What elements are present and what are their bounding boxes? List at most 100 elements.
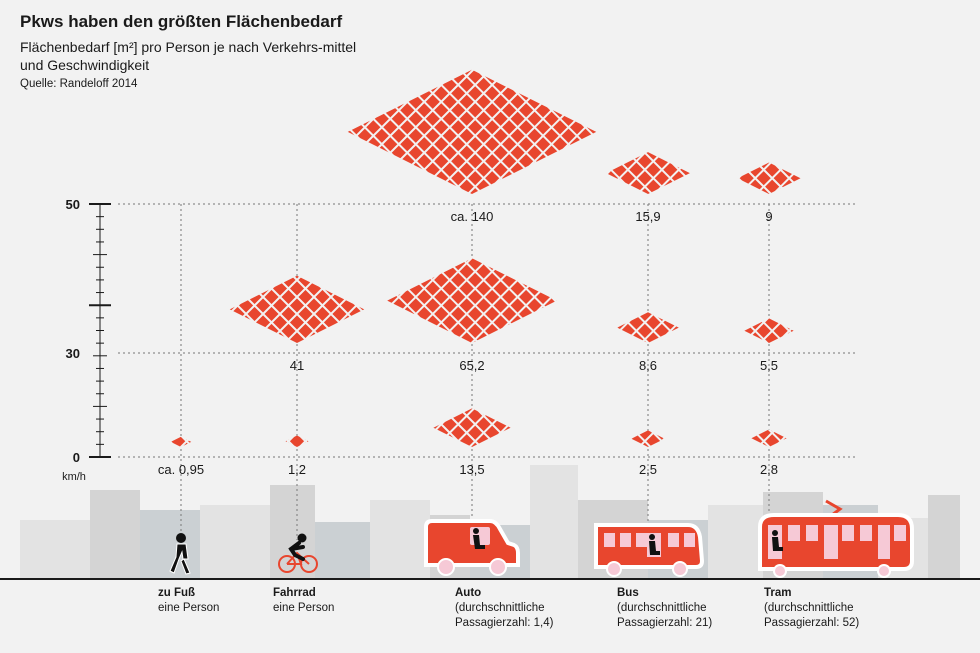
y-tick-label: 0 [73, 450, 80, 465]
tram-window [860, 525, 872, 541]
skyline-building [370, 500, 430, 580]
tram-window [878, 525, 890, 559]
tram-window [806, 525, 818, 541]
area-mark: ca. 0,95 [158, 436, 204, 477]
mode-label: zu Fuß [158, 587, 195, 599]
mode-sublabel: Passagierzahl: 1,4) [455, 617, 554, 629]
value-label: 5,5 [760, 358, 778, 373]
passenger-head [772, 530, 778, 536]
bus-wheel [672, 561, 688, 577]
area-diamond [229, 275, 365, 343]
car-window [470, 527, 490, 545]
area-mark: 8,6 [617, 312, 679, 373]
chart-grid [118, 203, 858, 540]
value-label: 65,2 [459, 358, 484, 373]
area-diamond [433, 408, 511, 447]
area-diamond [617, 312, 679, 343]
mode-sublabel: (durchschnittliche [455, 602, 544, 614]
area-diamond [170, 436, 192, 447]
y-tick-label: 30 [66, 346, 80, 361]
tram-wheel [773, 564, 787, 578]
tram-window [824, 525, 838, 559]
cyclist-body [288, 541, 305, 561]
bus-wheel [606, 561, 622, 577]
value-label: 8,6 [639, 358, 657, 373]
mode-label: Fahrrad [273, 587, 316, 599]
value-label: 15,9 [635, 209, 660, 224]
skyline-building [20, 520, 90, 580]
area-diamond [285, 435, 309, 447]
skyline-building [270, 485, 315, 580]
area-mark: 1,2 [285, 435, 309, 477]
value-label: 2,5 [639, 462, 657, 477]
value-label: 2,8 [760, 462, 778, 477]
tram-wheel [877, 564, 891, 578]
car-icon [424, 519, 520, 576]
mode-label: Tram [764, 587, 792, 599]
mode-sublabel: Passagierzahl: 21) [617, 617, 712, 629]
y-tick-label: 50 [66, 197, 80, 212]
area-mark: 9 [737, 162, 801, 224]
skyline-building [708, 505, 763, 580]
skyline-building [140, 510, 200, 580]
area-diamond [751, 429, 787, 447]
car-wheel [437, 558, 455, 576]
skyline-building [200, 505, 270, 580]
area-mark: 5,5 [744, 318, 794, 373]
skyline-building [315, 522, 370, 580]
passenger-body [649, 541, 660, 555]
tram-window [842, 525, 854, 541]
area-mark: 13,5 [433, 408, 511, 477]
area-diamond [347, 69, 597, 194]
pedestrian-icon [169, 533, 191, 575]
skyline-building [530, 465, 578, 580]
bicycle-icon [278, 533, 318, 573]
passenger-head [649, 534, 655, 540]
mode-sublabel: eine Person [158, 602, 219, 614]
pedestrian-body [169, 543, 191, 575]
tram-window [788, 525, 800, 541]
area-diamond [387, 258, 557, 343]
bus-window [636, 533, 647, 547]
y-axis-unit: km/h [62, 471, 86, 483]
driver-body [473, 535, 485, 549]
value-label: ca. 0,95 [158, 462, 204, 477]
mode-label: Auto [455, 587, 481, 599]
ground-line [0, 578, 980, 580]
vehicle-icons [169, 499, 914, 578]
area-mark: 2,5 [631, 430, 665, 477]
area-mark: 41 [229, 275, 365, 373]
area-mark: 2,8 [751, 429, 787, 477]
tram-window [894, 525, 906, 541]
mode-sublabel: eine Person [273, 602, 334, 614]
bus-window [684, 533, 695, 547]
cyclist-head [297, 533, 307, 543]
bus-window [604, 533, 615, 547]
skyline-building [928, 495, 960, 580]
driver-head [473, 528, 479, 534]
value-label: 13,5 [459, 462, 484, 477]
area-diamond [631, 430, 665, 447]
area-diamond [606, 152, 690, 194]
bus-window [668, 533, 679, 547]
y-axis: 50 30 0 km/h [62, 197, 111, 483]
area-mark: 15,9 [606, 152, 690, 224]
value-label: 41 [290, 358, 304, 373]
value-label: ca. 140 [451, 209, 494, 224]
bus-icon [594, 523, 705, 577]
chart-source: Quelle: Randeloff 2014 [20, 78, 138, 90]
area-diamond [744, 318, 794, 343]
chart-marks: ca. 0,95 1,2 41 13,5 65,2 ca. 140 2,5 8,6 15,9 2,… [158, 69, 801, 477]
mode-sublabel: (durchschnittliche [764, 602, 853, 614]
value-label: 9 [765, 209, 772, 224]
area-mark: ca. 140 [347, 69, 597, 224]
skyline-building [90, 490, 140, 580]
car-wheel [489, 558, 507, 576]
value-label: 1,2 [288, 462, 306, 477]
pedestrian-head [176, 533, 186, 543]
mode-sublabel: Passagierzahl: 52) [764, 617, 859, 629]
area-mark: 65,2 [387, 258, 557, 373]
passenger-body [772, 537, 783, 551]
mode-labels: zu Fuß eine Person Fahrrad eine Person Auto (… [158, 587, 859, 629]
